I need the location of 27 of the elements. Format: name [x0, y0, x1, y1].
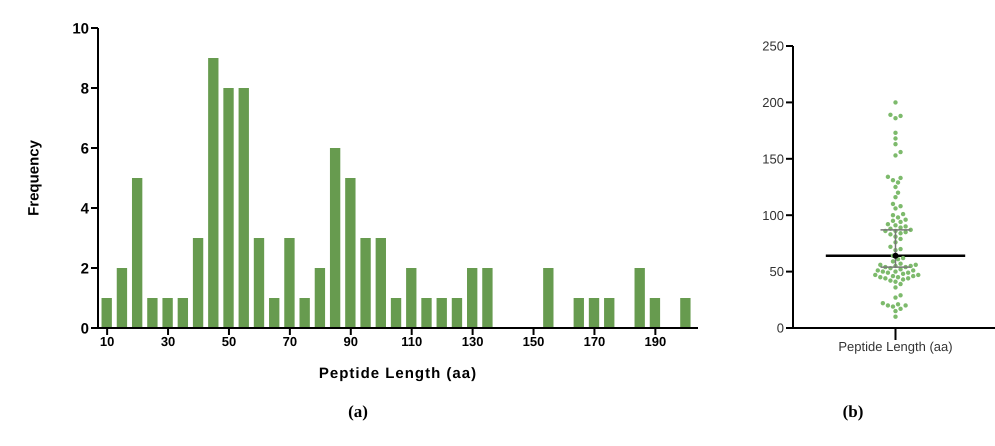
x-tick-label: 70	[282, 334, 298, 350]
x-tick-label: 190	[644, 334, 666, 350]
y-tick-label: 0	[80, 320, 89, 338]
x-tick-label: 170	[584, 334, 606, 350]
x-tick-label: 50	[222, 334, 236, 350]
y-tick-label: 6	[80, 140, 89, 158]
x-tick-label: 30	[160, 334, 176, 350]
y-tick-label: 100	[762, 208, 784, 223]
y-tick-label: 4	[80, 200, 90, 218]
text: (b)	[842, 402, 864, 422]
x-tick-label: Peptide Length (aa)	[838, 339, 953, 354]
x-tick-label: 90	[344, 334, 358, 350]
x-tick-label: 110	[401, 334, 422, 350]
y-tick-label: 200	[762, 95, 784, 110]
text: (a)	[347, 402, 369, 422]
y-tick-label: 0	[776, 320, 784, 336]
y-axis-title: Frequency	[25, 139, 42, 216]
y-tick-label: 2	[80, 260, 89, 278]
x-tick-label: 10	[100, 334, 114, 350]
x-axis-title: Peptide Length (aa)	[318, 365, 478, 382]
x-tick-label: 150	[522, 334, 544, 350]
y-tick-label: 8	[80, 80, 89, 98]
y-tick-label: 150	[762, 151, 784, 166]
y-tick-label: 50	[770, 264, 784, 280]
x-tick-label: 130	[462, 334, 484, 350]
y-tick-label: 10	[72, 20, 89, 38]
y-tick-label: 250	[762, 38, 784, 54]
